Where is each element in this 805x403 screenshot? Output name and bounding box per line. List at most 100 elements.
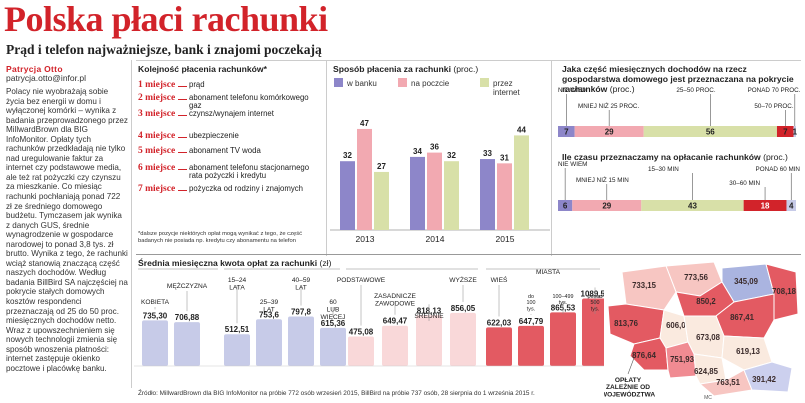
bar xyxy=(374,171,389,230)
income-share-chart: 7 NIE WIEM 29 MNIEJ NIŻ 25 PROC. 56 25–50 PRO… xyxy=(558,87,801,137)
bar-category-label: WYŻSZE xyxy=(449,275,477,284)
legend-swatch xyxy=(480,78,489,87)
bar-category-label: 25–39 LAT xyxy=(260,299,279,313)
ranking-connector xyxy=(178,86,187,87)
bar xyxy=(444,161,459,230)
legend-label: przez xyxy=(493,79,513,88)
x-tick-label: 2013 xyxy=(356,234,375,244)
ranking-label: czynsz/wynajem internet xyxy=(189,109,274,118)
bar xyxy=(256,319,282,366)
ranking-place: 7 miejsce xyxy=(138,184,176,194)
voivodeship-value: 763,51 xyxy=(716,378,741,387)
ranking-title: Kolejność płacenia rachunków* xyxy=(138,64,267,74)
segment-value-label: 18 xyxy=(761,202,770,211)
group-label: WIELKOŚĆ MIEJSCOWOŚCI xyxy=(493,266,593,267)
bar-value-label: 753,6 xyxy=(259,310,280,319)
bar xyxy=(514,135,529,230)
voivodeship-value: 606,05 xyxy=(666,321,691,330)
bar-segment xyxy=(776,126,794,137)
page-subtitle: Prąd i telefon najważniejsze, bank i zna… xyxy=(6,42,322,57)
legend-swatch xyxy=(398,78,407,87)
bar-value-label: 512,51 xyxy=(225,325,250,334)
ranking-place: 5 miejsce xyxy=(138,146,176,156)
bar-value-label: 475,08 xyxy=(349,328,374,337)
bar-segment xyxy=(558,200,573,211)
x-tick-label: 2014 xyxy=(426,234,445,244)
bar-category-label: ŚREDNIE xyxy=(414,311,444,320)
voivodeship-value: 708,18 xyxy=(772,287,797,296)
ranking-connector xyxy=(178,152,187,153)
voivodeship-value: 624,85 xyxy=(694,367,719,376)
bar xyxy=(357,128,372,230)
bar-value-label: 735,30 xyxy=(143,311,168,320)
bar-value-label: 797,8 xyxy=(291,308,312,317)
income-share-title: Jaka część miesięcznych dochodów na rzec… xyxy=(562,64,794,94)
voivodeship-value: 673,08 xyxy=(696,333,721,342)
bar xyxy=(427,152,442,230)
bar-value-label: 865,53 xyxy=(551,303,576,312)
segment-label: PONAD 60 MIN xyxy=(756,166,801,173)
bar-category-label: 60 LUB WIĘCEJ xyxy=(321,299,346,321)
bar-value-label: 31 xyxy=(500,153,509,162)
bar-segment xyxy=(572,200,642,211)
ranking-place: 6 miejsce xyxy=(138,163,176,173)
bar xyxy=(320,327,346,366)
bar-value-label: 647,79 xyxy=(519,317,544,326)
bar xyxy=(382,325,408,366)
amount-chart-title: Średnia miesięczna kwota opłat za rachun… xyxy=(138,258,332,268)
bar xyxy=(288,316,314,366)
bar-value-label: 32 xyxy=(343,151,352,160)
voivodeship-value: 619,13 xyxy=(736,347,761,356)
voivodeship-value: 813,76 xyxy=(614,319,639,328)
ranking-label: prąd xyxy=(189,80,205,89)
bar-segment xyxy=(641,200,744,211)
ranking-label: pożyczka od rodziny i znajomych xyxy=(189,184,303,193)
bar xyxy=(416,315,442,366)
segment-label: 15–30 MIN xyxy=(648,166,679,173)
bar xyxy=(142,320,168,366)
bar-segment xyxy=(786,200,796,211)
bar-value-label: 649,47 xyxy=(383,317,408,326)
ranking-connector xyxy=(178,115,187,116)
page-title: Polska płaci rachunki xyxy=(4,0,328,39)
segment-value-label: 7 xyxy=(564,128,569,137)
author: Patrycja Otto xyxy=(6,64,63,74)
bar-value-label: 34 xyxy=(413,147,422,156)
ranking-connector xyxy=(178,190,187,191)
bar-category-label: 15–24 LATA xyxy=(228,277,247,291)
legend-label: na poczcie xyxy=(411,79,450,88)
bar-value-label: 1089,55 xyxy=(581,289,604,298)
bar-value-label: 856,05 xyxy=(451,304,476,313)
ranking-label: abonament telefonu komórkowego gaz xyxy=(189,93,309,111)
bar-category-label: KOBIETA xyxy=(141,299,170,306)
bar xyxy=(174,322,200,366)
author-email[interactable]: patrycja.otto@infor.pl xyxy=(6,73,86,83)
bar xyxy=(340,161,355,230)
divider xyxy=(551,60,552,256)
divider xyxy=(136,60,801,61)
segment-label: NIE WIEM xyxy=(558,87,587,94)
group-label: WYKSZTAŁCENIE xyxy=(380,266,443,267)
segment-label: NIE WIEM xyxy=(558,161,587,168)
segment-value-label: 56 xyxy=(706,128,715,137)
voivodeship-value: 876,64 xyxy=(632,351,657,360)
segment-value-label: 1 xyxy=(793,128,798,137)
segment-label: MNIEJ NIŻ 15 MIN xyxy=(576,175,629,184)
average-amount-chart: PŁEĆ 735,30 KOBIETA 706,88 MĘŻCZYZNA WIEK 512,… xyxy=(134,266,604,367)
legend-label: internet xyxy=(493,88,520,97)
bar-value-label: 44 xyxy=(517,125,526,134)
ranking-note: *dalsze pozycje niektórych opłat mogą wy… xyxy=(138,231,303,244)
segment-label: 30–60 MIN xyxy=(729,180,760,187)
bar-value-label: 27 xyxy=(377,162,386,171)
segment-label: MNIEJ NIŻ 25 PROC. xyxy=(578,101,639,110)
ranking-connector xyxy=(178,137,187,138)
bar-segment xyxy=(743,200,787,211)
payment-chart-title: Sposób płacenia za rachunki (proc.) xyxy=(333,64,479,74)
ranking-label: ubezpieczenie xyxy=(189,131,239,140)
divider xyxy=(136,254,801,255)
voivodeship-value: 345,09 xyxy=(734,277,759,286)
bar-segment xyxy=(558,126,575,137)
ranking-connector xyxy=(178,99,187,100)
bar-value-label: 36 xyxy=(430,143,439,152)
bar xyxy=(224,334,250,366)
